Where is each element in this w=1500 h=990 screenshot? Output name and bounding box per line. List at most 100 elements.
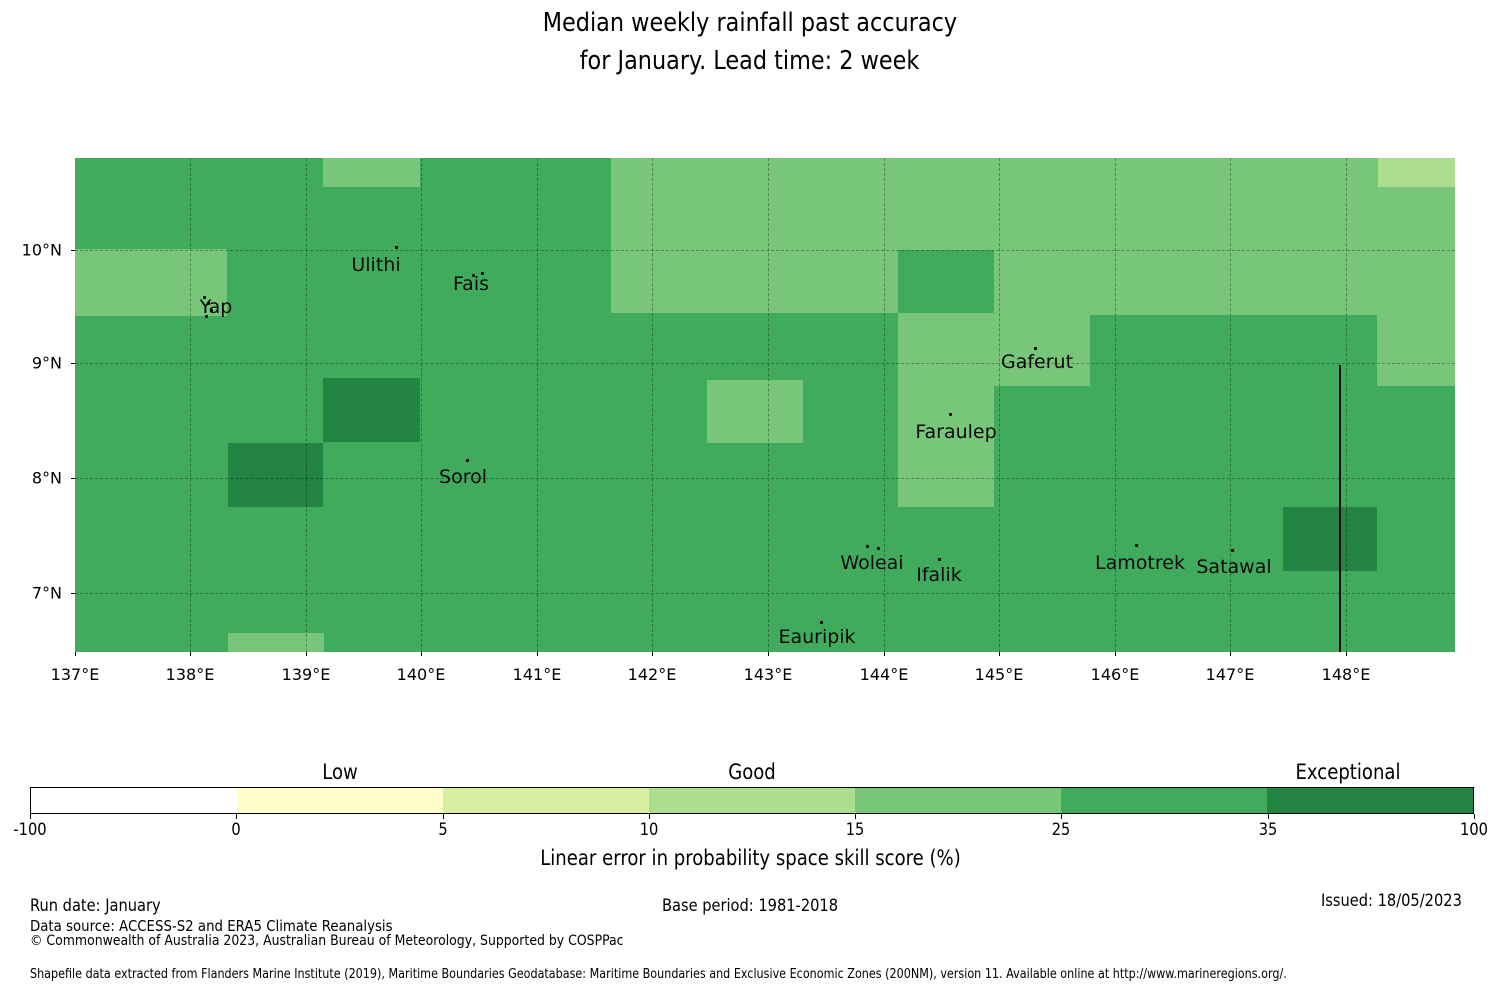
colorbar-tickmark <box>30 814 31 819</box>
colorbar-segment <box>443 788 649 813</box>
chart-title-line1: Median weekly rainfall past accuracy <box>542 8 958 38</box>
x-tickmark <box>190 652 191 656</box>
latitude-gridline <box>75 363 1455 364</box>
island-marker-icon <box>207 302 210 305</box>
map-cell <box>1283 507 1377 571</box>
longitude-gridline <box>421 158 422 652</box>
colorbar-tickmark <box>855 814 857 819</box>
data-source-text: Data source: ACCESS-S2 and ERA5 Climate … <box>30 917 393 935</box>
colorbar-axis-label: Linear error in probability space skill … <box>539 846 961 870</box>
map-cell <box>1378 158 1455 187</box>
colorbar-tickmark <box>236 814 238 819</box>
map-cell <box>898 313 994 507</box>
latitude-gridline <box>75 478 1455 479</box>
colorbar-tick-label: 100 <box>1460 820 1488 840</box>
colorbar <box>30 787 1474 814</box>
longitude-gridline <box>999 158 1000 652</box>
island-marker-icon <box>949 413 952 416</box>
colorbar-segment <box>31 788 237 813</box>
island-label-ulithi: Ulithi <box>351 254 401 276</box>
x-tickmark <box>768 652 769 656</box>
run-date-text: Run date: January <box>30 896 161 916</box>
island-marker-icon <box>1034 347 1037 350</box>
island-marker-icon <box>1135 544 1138 547</box>
colorbar-tick-label: 10 <box>639 820 659 840</box>
latitude-gridline <box>75 250 1455 251</box>
longitude-gridline <box>768 158 769 652</box>
x-tick-label: 146°E <box>1090 665 1140 684</box>
colorbar-tick-label: 25 <box>1052 820 1071 840</box>
island-label-fais: Fais <box>452 273 490 295</box>
island-marker-icon <box>472 274 475 277</box>
island-marker-icon <box>481 272 484 275</box>
x-tickmark <box>1230 652 1231 656</box>
map-cell <box>994 315 1090 386</box>
island-label-lamotrek: Lamotrek <box>1095 552 1185 574</box>
map-cell <box>611 158 1455 250</box>
island-marker-icon <box>866 545 869 548</box>
colorbar-tickmark <box>648 814 650 819</box>
x-tick-label: 142°E <box>627 665 677 684</box>
x-tickmark <box>75 652 76 656</box>
colorbar-segment <box>237 788 443 813</box>
x-tickmark <box>884 652 885 656</box>
base-period-text: Base period: 1981-2018 <box>661 896 839 916</box>
x-tickmark <box>421 652 422 656</box>
x-tickmark <box>306 652 307 656</box>
colorbar-category-label: Low <box>322 760 358 784</box>
colorbar-category-label: Exceptional <box>1295 760 1401 784</box>
x-tickmark <box>999 652 1000 656</box>
x-tick-label: 144°E <box>859 665 909 684</box>
longitude-gridline <box>306 158 307 652</box>
map-cell <box>228 443 323 507</box>
x-tickmark <box>537 652 538 656</box>
x-tickmark <box>652 652 653 656</box>
colorbar-tickmark <box>1474 814 1475 819</box>
y-tickmark <box>71 593 75 594</box>
island-label-yap: Yap <box>199 296 233 318</box>
x-tick-label: 141°E <box>512 665 562 684</box>
latitude-gridline <box>75 593 1455 594</box>
island-marker-icon <box>395 246 398 249</box>
y-tickmark <box>71 250 75 251</box>
colorbar-tickmark <box>1061 814 1063 819</box>
island-label-eauripik: Eauripik <box>778 626 856 648</box>
longitude-gridline <box>884 158 885 652</box>
longitude-gridline <box>1115 158 1116 652</box>
map-cell <box>75 249 227 316</box>
colorbar-tick-label: 0 <box>231 820 241 840</box>
x-tickmark <box>1115 652 1116 656</box>
y-tickmark <box>71 363 75 364</box>
island-label-ifalik: Ifalik <box>916 564 962 586</box>
island-marker-icon <box>210 309 213 312</box>
x-tick-label: 139°E <box>281 665 331 684</box>
map-plot: Yap Ulithi Fais Sorol Woleai Ifalik Eauripik Fa… <box>75 158 1455 652</box>
y-tickmark <box>71 478 75 479</box>
x-tick-label: 140°E <box>396 665 446 684</box>
y-tick-label: 7°N <box>31 583 62 603</box>
colorbar-tick-label: 5 <box>437 820 448 840</box>
issued-text: Issued: 18/05/2023 <box>1321 891 1462 911</box>
x-tick-label: 147°E <box>1205 665 1255 684</box>
shapefile-attribution-text: Shapefile data extracted from Flanders M… <box>30 967 1287 982</box>
island-label-sorol: Sorol <box>439 466 487 488</box>
longitude-gridline <box>652 158 653 652</box>
island-label-faraulep: Faraulep <box>915 421 997 443</box>
longitude-gridline <box>190 158 191 652</box>
map-cell <box>611 250 898 313</box>
island-label-satawal: Satawal <box>1196 556 1272 578</box>
colorbar-tick-label: 35 <box>1258 820 1278 840</box>
island-label-woleai: Woleai <box>840 552 904 574</box>
y-tick-label: 8°N <box>31 468 62 488</box>
map-cell <box>323 378 420 442</box>
longitude-gridline <box>1230 158 1231 652</box>
longitude-gridline <box>1346 158 1347 652</box>
x-tick-label: 137°E <box>50 665 100 684</box>
island-marker-icon <box>877 547 880 550</box>
colorbar-segment <box>1267 788 1473 813</box>
island-marker-icon <box>938 558 941 561</box>
island-marker-icon <box>820 621 823 624</box>
copyright-text: © Commonwealth of Australia 2023, Austra… <box>30 933 624 949</box>
colorbar-category-label: Good <box>728 760 776 784</box>
colorbar-tickmark <box>442 814 444 819</box>
